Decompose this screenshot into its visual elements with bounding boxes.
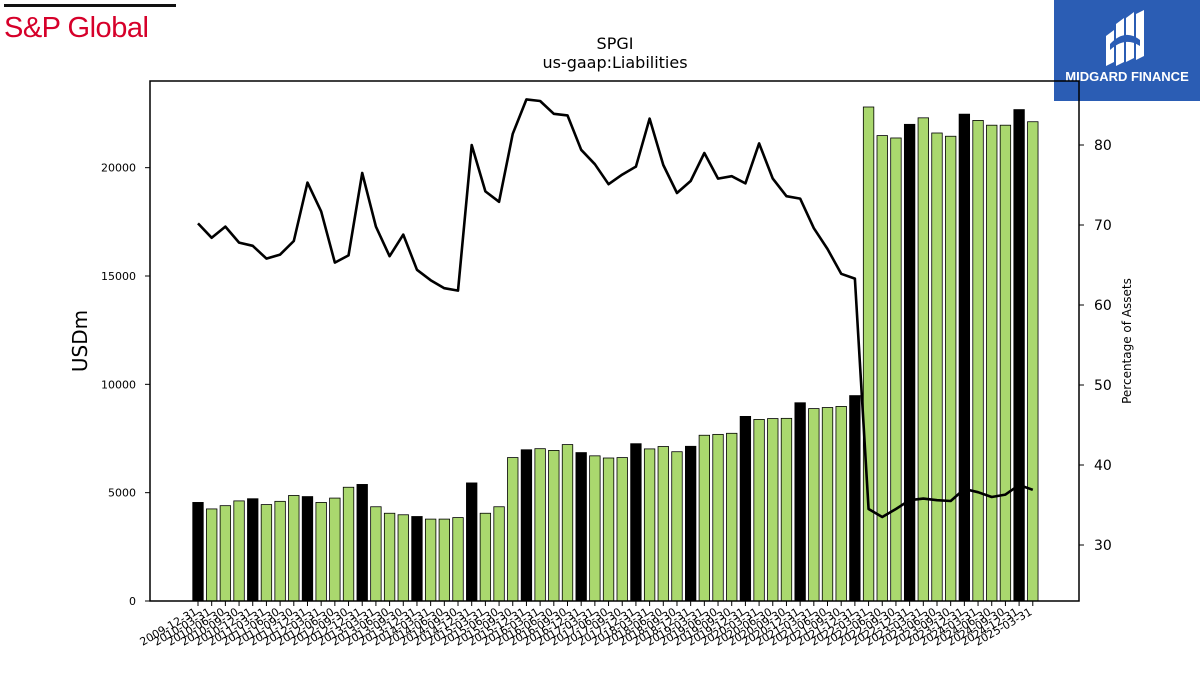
bar xyxy=(452,517,464,602)
bar xyxy=(424,518,437,602)
bar xyxy=(794,402,806,602)
bar xyxy=(917,117,929,602)
bar xyxy=(876,135,888,602)
bar xyxy=(356,484,368,602)
y2-axis-label: Percentage of Assets xyxy=(1120,278,1134,404)
bar xyxy=(192,502,204,602)
bar xyxy=(507,457,519,602)
bar xyxy=(808,408,820,602)
bar xyxy=(835,406,847,602)
bar xyxy=(602,457,615,602)
bar xyxy=(630,443,642,602)
sp-global-logo: S&P Global xyxy=(4,4,178,48)
bar xyxy=(438,518,450,602)
x-axis: 2009-12-312010-03-312010-06-302010-09-30… xyxy=(138,601,1034,649)
bar xyxy=(534,448,546,602)
bar xyxy=(479,512,492,602)
bar xyxy=(288,495,300,602)
bar xyxy=(671,451,683,602)
bar xyxy=(903,123,916,602)
bar xyxy=(466,482,478,602)
bar xyxy=(575,452,587,602)
bar xyxy=(520,449,533,602)
bar xyxy=(643,448,656,602)
bar xyxy=(753,419,765,602)
bar xyxy=(206,508,218,602)
bar xyxy=(890,137,902,602)
bar xyxy=(219,505,232,602)
midgard-finance-logo-text: MIDGARD FINANCE xyxy=(1065,69,1189,84)
bar xyxy=(972,120,984,602)
bar-series xyxy=(192,106,1039,602)
bar xyxy=(561,444,574,602)
bar xyxy=(397,514,409,602)
y-tick-label: 0 xyxy=(129,595,136,608)
line-series xyxy=(197,98,1034,519)
bar xyxy=(698,434,710,602)
sp-global-logo-text: S&P Global xyxy=(4,12,149,44)
bar xyxy=(739,415,752,602)
bar xyxy=(945,135,957,602)
bar xyxy=(411,516,423,602)
bar xyxy=(958,113,971,602)
y2-tick-label: 30 xyxy=(1094,538,1112,554)
bar xyxy=(1013,109,1025,602)
bar xyxy=(589,455,601,602)
bar xyxy=(821,407,834,602)
y-axis-left: 0 5000 10000 15000 20000 xyxy=(101,162,150,608)
y2-tick-label: 40 xyxy=(1094,458,1112,474)
y-axis-label: USDm xyxy=(68,310,92,372)
bar xyxy=(342,486,355,602)
bar xyxy=(1027,121,1039,602)
y-tick-label: 5000 xyxy=(108,487,136,500)
plot-frame xyxy=(149,80,1080,602)
bar xyxy=(260,504,273,602)
y2-tick-label: 60 xyxy=(1094,298,1112,314)
bar xyxy=(493,506,505,602)
midgard-emblem-icon xyxy=(1106,10,1144,66)
bar xyxy=(548,450,560,602)
y-tick-label: 15000 xyxy=(101,270,136,283)
y2-tick-label: 50 xyxy=(1094,378,1112,394)
chart-subtitle: us-gaap:Liabilities xyxy=(542,53,687,72)
bar xyxy=(849,395,861,602)
bar xyxy=(616,457,628,602)
y-axis-right: 30 40 50 60 70 80 xyxy=(1079,138,1112,554)
bar xyxy=(999,124,1012,602)
bar xyxy=(767,418,779,602)
bar xyxy=(657,446,669,602)
bar xyxy=(685,445,697,602)
y-tick-label: 10000 xyxy=(101,378,136,391)
bar xyxy=(233,500,245,602)
bar xyxy=(274,500,286,602)
bar xyxy=(931,132,943,602)
bar xyxy=(301,496,314,602)
bar xyxy=(862,106,875,602)
bar xyxy=(726,432,738,602)
bar xyxy=(315,502,327,602)
y2-tick-label: 80 xyxy=(1094,138,1112,154)
y-tick-label: 20000 xyxy=(101,162,136,175)
bar xyxy=(712,433,724,602)
chart-title: SPGI xyxy=(597,34,634,53)
bar xyxy=(329,497,341,602)
percentage-of-assets-line xyxy=(197,98,1034,519)
bar xyxy=(986,124,998,602)
bar xyxy=(780,417,793,602)
bar xyxy=(247,498,259,602)
y2-tick-label: 70 xyxy=(1094,218,1112,234)
bar xyxy=(370,506,382,602)
bar xyxy=(383,512,396,602)
logo-top-rule xyxy=(4,4,176,7)
